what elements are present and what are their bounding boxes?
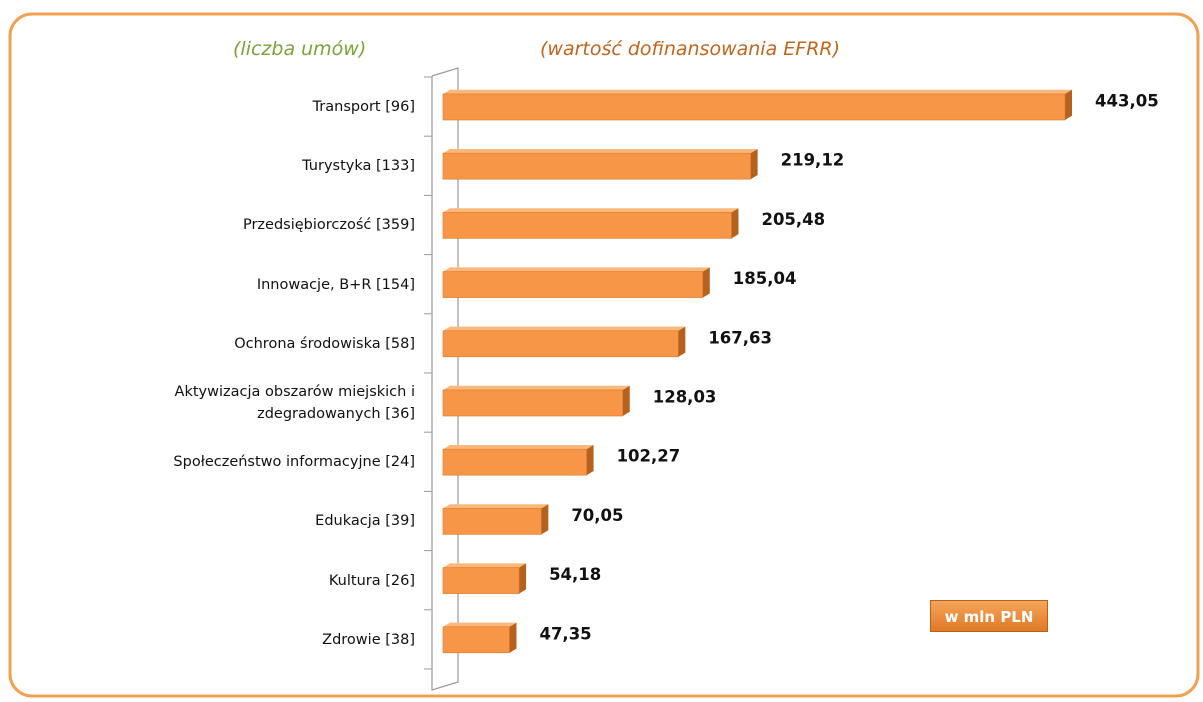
- category-label: Transport [96]: [312, 99, 415, 115]
- bar: [442, 448, 587, 476]
- category-label: Aktywizacja obszarów miejskich i zdegrad…: [174, 384, 415, 422]
- bar-side: [586, 445, 594, 476]
- value-label: 47,35: [539, 624, 591, 643]
- category-label: Zdrowie [38]: [322, 631, 415, 648]
- category-label: Kultura [26]: [328, 572, 415, 589]
- axis-wall: [431, 67, 459, 691]
- value-label: 443,05: [1095, 92, 1159, 111]
- bar: [442, 152, 751, 180]
- bar: [442, 389, 624, 417]
- value-label: 54,18: [549, 565, 601, 584]
- value-label: 205,48: [761, 210, 825, 229]
- bar-top: [443, 622, 517, 627]
- bar-top: [443, 385, 630, 390]
- value-label: 185,04: [733, 269, 797, 288]
- bar-side: [731, 208, 739, 239]
- bar-top: [443, 445, 594, 450]
- unit-label: w mln PLN: [930, 600, 1048, 632]
- value-label: 219,12: [781, 151, 845, 170]
- value-label: 167,63: [708, 328, 772, 347]
- bar-side: [1065, 89, 1072, 120]
- bar-side: [622, 385, 630, 416]
- bar: [442, 567, 520, 594]
- category-label: Edukacja [39]: [315, 513, 415, 530]
- category-label: Przedsiębiorczość [359]: [242, 217, 415, 234]
- bar-side: [519, 563, 527, 594]
- bar: [442, 93, 1066, 121]
- bar: [442, 508, 542, 535]
- bar-top: [443, 208, 739, 213]
- category-label: Innowacje, B+R [154]: [256, 276, 415, 293]
- bar-top: [443, 89, 1072, 94]
- category-label: Turystyka [133]: [302, 158, 415, 175]
- bar: [442, 626, 510, 654]
- value-label: 102,27: [617, 447, 681, 466]
- bar: [442, 330, 679, 358]
- bar-side: [678, 326, 686, 357]
- bar-top: [443, 563, 527, 568]
- bar: [442, 212, 732, 239]
- bar-side: [702, 267, 710, 298]
- bar-side: [750, 149, 758, 180]
- bar-side: [509, 622, 517, 653]
- value-label: 70,05: [571, 506, 623, 525]
- bar: [442, 271, 704, 298]
- category-label: Społeczeństwo informacyjne [24]: [173, 454, 415, 471]
- bar-top: [443, 326, 686, 331]
- left-header: (liczba umów): [233, 38, 367, 60]
- bar-top: [443, 504, 549, 509]
- value-label: 128,03: [653, 388, 717, 407]
- category-label: Ochrona środowiska [58]: [234, 335, 415, 352]
- bar-top: [443, 149, 758, 154]
- bar-side: [541, 504, 549, 535]
- right-header: (wartość dofinansowania EFRR): [540, 38, 841, 60]
- bar-top: [443, 267, 710, 272]
